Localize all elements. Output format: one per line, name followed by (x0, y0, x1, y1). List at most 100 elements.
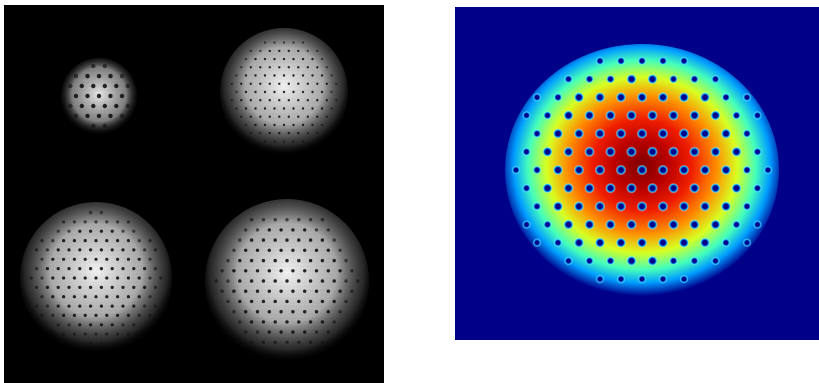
vortex-bottom-right-66 (320, 279, 325, 283)
vortex-bottom-left-70 (105, 276, 109, 280)
vortex-small-25 (85, 113, 90, 119)
vortex-bottom-left-76 (35, 285, 39, 289)
vortex-top-right-12 (316, 49, 319, 53)
vortex-top-right-2 (282, 41, 286, 44)
vortex-bottom-right-109 (308, 320, 313, 324)
colormap-vortex-5 (564, 74, 573, 84)
vortex-bottom-left-33 (89, 248, 93, 252)
vortex-bottom-right-16 (249, 238, 254, 242)
colormap-vortex-cores (511, 56, 773, 284)
vortex-bottom-left-93 (94, 295, 98, 299)
vortex-bottom-left-88 (40, 295, 44, 299)
vortex-bottom-right-38 (273, 258, 277, 263)
colormap-vortex-47 (522, 147, 531, 157)
vortex-bottom-left-82 (99, 285, 103, 289)
vortex-bottom-right-48 (255, 269, 260, 273)
vortex-top-right-54 (335, 82, 338, 86)
vortex-bottom-right-96 (267, 310, 271, 314)
vortex-bottom-left-137 (89, 341, 93, 346)
colormap-vortex-123 (669, 256, 678, 266)
vortex-bottom-left-9 (56, 229, 60, 233)
vortex-top-right-95 (297, 115, 300, 118)
vortex-bottom-left-90 (62, 295, 66, 299)
vortex-bottom-left-107 (121, 304, 125, 308)
vortex-top-right-28 (297, 66, 300, 69)
vortex-top-right-37 (282, 74, 286, 77)
colormap-vortex-78 (647, 182, 658, 194)
colormap-vortex-9 (647, 73, 658, 85)
vortex-bottom-left-64 (40, 276, 44, 280)
vortex-bottom-left-101 (56, 304, 60, 308)
vortex-bottom-left-74 (148, 276, 152, 280)
vortex-top-right-102 (273, 123, 276, 127)
vortex-bottom-right-117 (303, 330, 307, 334)
vortex-bottom-left-108 (132, 304, 136, 308)
vortex-top-right-14 (254, 57, 257, 61)
vortex-bottom-left-51 (35, 267, 39, 271)
vortex-bottom-left-23 (105, 239, 109, 243)
vortex-top-right-115 (316, 131, 319, 135)
vortex-bottom-left-134 (105, 332, 109, 336)
colormap-vortex-109 (573, 237, 585, 248)
vortex-bottom-left-28 (35, 248, 39, 252)
vortex-bottom-right-31 (314, 248, 319, 252)
vortex-bottom-right-115 (279, 330, 283, 334)
vortex-top-right-34 (254, 74, 257, 77)
vortex-small-19 (79, 103, 85, 109)
vortex-bottom-left-67 (72, 276, 76, 280)
vortex-small-5 (108, 73, 113, 79)
colormap-vortex-40 (615, 128, 627, 139)
vortex-bottom-left-136 (126, 332, 130, 336)
vortex-top-right-31 (325, 66, 328, 69)
vortex-bottom-right-52 (303, 269, 307, 273)
vortex-bottom-left-7 (116, 220, 120, 224)
vortex-bottom-right-56 (350, 269, 354, 273)
vortex-bottom-right-17 (261, 238, 266, 242)
vortex-top-right-118 (282, 140, 286, 143)
vortex-small-14 (85, 93, 90, 99)
vortex-small-20 (91, 103, 96, 109)
vortex-bottom-left-120 (137, 313, 141, 317)
vortex-top-right-8 (278, 49, 281, 53)
vortex-top-right-46 (259, 82, 262, 86)
vortex-top-right-104 (292, 123, 295, 127)
vortex-bottom-right-118 (314, 330, 319, 334)
vortex-bottom-right-121 (261, 340, 266, 344)
colormap-vortex-25 (543, 111, 552, 120)
vortex-bottom-right-25 (244, 248, 248, 252)
colormap-vortex-81 (710, 182, 721, 194)
vortex-bottom-left-24 (116, 239, 120, 243)
vortex-bottom-left-98 (148, 295, 152, 299)
vortex-top-right-40 (311, 74, 314, 77)
vortex-bottom-right-114 (267, 330, 271, 334)
vortex-bottom-left-59 (121, 267, 125, 271)
vortex-bottom-left-122 (56, 323, 60, 327)
colormap-vortex-4 (679, 56, 689, 66)
vortex-bottom-left-37 (132, 248, 136, 252)
vortex-bottom-right-86 (273, 299, 277, 304)
vortex-top-right-111 (278, 131, 281, 135)
vortex-bottom-right-42 (320, 258, 325, 263)
colormap-vortex-79 (668, 182, 679, 194)
vortex-bottom-left-14 (110, 229, 114, 233)
vortex-top-right-85 (301, 107, 305, 110)
colormap-vortex-58 (753, 147, 762, 157)
vortex-bottom-right-70 (220, 289, 224, 293)
vortex-bottom-right-87 (285, 299, 289, 304)
vortex-top-right-44 (240, 82, 243, 86)
vortex-bottom-right-92 (344, 299, 348, 304)
vortex-bottom-left-100 (45, 304, 50, 308)
colormap-vortex-99 (605, 219, 616, 230)
colormap-vortex-115 (699, 237, 711, 248)
colormap-vortex-68 (699, 164, 711, 176)
vortex-bottom-right-59 (238, 279, 242, 283)
vortex-top-right-58 (263, 90, 267, 94)
vortex-bottom-left-114 (72, 313, 76, 317)
vortex-top-right-39 (301, 74, 305, 77)
vortex-top-right-68 (249, 99, 252, 102)
vortex-bottom-right-1 (261, 218, 266, 222)
colormap-vortex-69 (720, 164, 732, 176)
vortex-bottom-left-34 (99, 248, 103, 252)
vortex-bottom-left-63 (29, 276, 33, 280)
colormap-vortex-91 (678, 201, 690, 212)
